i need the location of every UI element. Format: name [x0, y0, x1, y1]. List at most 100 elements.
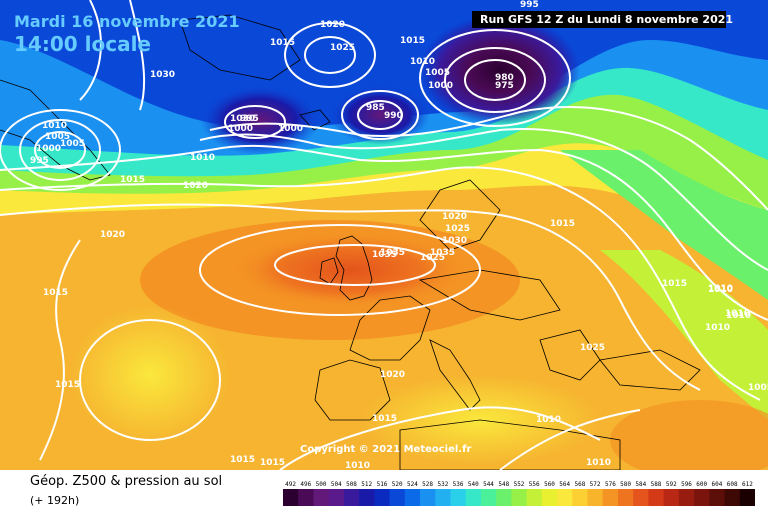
legend-swatch [526, 489, 543, 506]
legend-label: 592 [666, 481, 677, 488]
map-title-time: 14:00 locale [14, 32, 151, 56]
isobar-label: 1015 [400, 36, 425, 46]
legend-label: 496 [300, 481, 311, 488]
isobar-label: 995 [240, 114, 259, 124]
isobar-990 [444, 47, 546, 113]
coast-iceland [299, 109, 331, 131]
legend-label: 500 [316, 481, 327, 488]
legend-swatch [618, 489, 634, 506]
isobar-label: 1000 [428, 81, 453, 91]
legend-label: 536 [453, 481, 464, 488]
ridge-core [230, 232, 470, 308]
atlantic-low-core [200, 85, 320, 155]
isobar-label: 1010 [42, 121, 67, 131]
legend-swatch [602, 489, 619, 506]
isobar-label: 1015 [230, 455, 255, 465]
isobar-label: 995 [520, 0, 539, 10]
coast-greenland [179, 14, 301, 81]
isobar-label: 1035 [430, 248, 455, 258]
legend-label: 524 [407, 481, 418, 488]
isobar-1025-labrador [79, 0, 102, 101]
legend-swatch [359, 489, 375, 506]
legend-label: 596 [681, 481, 692, 488]
isobar-995 [341, 90, 419, 140]
legend-label: 532 [437, 481, 448, 488]
isobar-label: 1020 [183, 181, 208, 191]
isobar-label: 1005 [748, 383, 768, 393]
isobar-label: 1005 [45, 132, 70, 142]
color-legend: 492 496 500 504 508 512 516 520 524 528 532 536 540 5… [283, 481, 755, 506]
isobar-label: 1015 [662, 279, 687, 289]
isobar-label: 1010 [345, 461, 370, 470]
legend-swatch [313, 489, 330, 506]
legend-swatch [739, 489, 755, 506]
isobar-1005-west [19, 119, 101, 181]
legend-swatch [374, 489, 391, 506]
coast-scandinavia-south [419, 179, 501, 251]
north-sea-low-core [330, 85, 430, 145]
isobar-label: 1035 [372, 250, 397, 260]
isobar-label: 1010 [725, 309, 750, 319]
isobar-label: 990 [384, 111, 403, 121]
isobar-label: 1015 [270, 38, 295, 48]
legend-label: 540 [468, 481, 479, 488]
legend-label: 528 [422, 481, 433, 488]
legend-label: 508 [346, 481, 357, 488]
copyright-text: Copyright © 2021 Meteociel.fr [300, 444, 472, 455]
legend-label: 572 [590, 481, 601, 488]
isobar-label: 1025 [330, 43, 355, 53]
isobar-label: 1015 [55, 380, 80, 390]
band-green-east [560, 150, 768, 300]
isobar-label: 1000 [278, 124, 303, 134]
coast-iberia [314, 359, 391, 421]
east-warm [610, 400, 768, 470]
footer-subtitle: (+ 192h) [30, 494, 80, 507]
isobar-label: 1030 [230, 114, 255, 124]
isobar-label: 1010 [705, 323, 730, 333]
isobar-label: 1010 [586, 458, 611, 468]
legend-swatch [420, 489, 436, 506]
legend-label: 552 [514, 481, 525, 488]
legend-label: 556 [529, 481, 540, 488]
isobar-1015-west [0, 109, 121, 191]
coastlines [0, 14, 701, 470]
isobar-label: 1025 [420, 253, 445, 263]
isobar-label: 975 [495, 81, 514, 91]
isobar-1015-atl-s [39, 239, 81, 461]
legend-swatch [709, 489, 725, 506]
band-lime-east [600, 250, 768, 420]
isobar-label: 980 [495, 73, 514, 83]
isobar-985 [357, 100, 403, 130]
legend-label: 576 [605, 481, 616, 488]
legend-swatch [648, 489, 665, 506]
legend-swatch [283, 489, 299, 506]
isobars [0, 0, 768, 470]
legend-label: 584 [635, 481, 646, 488]
isobar-label: 985 [366, 103, 385, 113]
isobar-label: 1030 [442, 236, 467, 246]
isobar-label: 1000 [36, 144, 61, 154]
coast-italy [429, 339, 481, 411]
isobar-label: 1015 [43, 288, 68, 298]
isobar-label: 1015 [372, 414, 397, 424]
isobar-1000-atl [224, 105, 286, 139]
scandinavian-low-core [420, 15, 580, 125]
isobar-1010 [199, 128, 768, 271]
legend-swatch [450, 489, 467, 506]
legend-label: 492 [285, 481, 296, 488]
legend-swatch [724, 489, 741, 506]
legend-swatch [480, 489, 497, 506]
isobar-1035 [274, 244, 436, 286]
legend-label: 600 [696, 481, 707, 488]
isobar-label: 1010 [410, 57, 435, 67]
isobar-label: 1015 [260, 458, 285, 468]
legend-label: 604 [711, 481, 722, 488]
legend-swatch [587, 489, 604, 506]
legend-swatch [328, 489, 345, 506]
coast-turkey [599, 349, 701, 391]
legend-swatch [511, 489, 528, 506]
isobar-label: 1005 [425, 68, 450, 78]
isobar-1025-north [304, 36, 356, 74]
legend-swatch [435, 489, 451, 506]
